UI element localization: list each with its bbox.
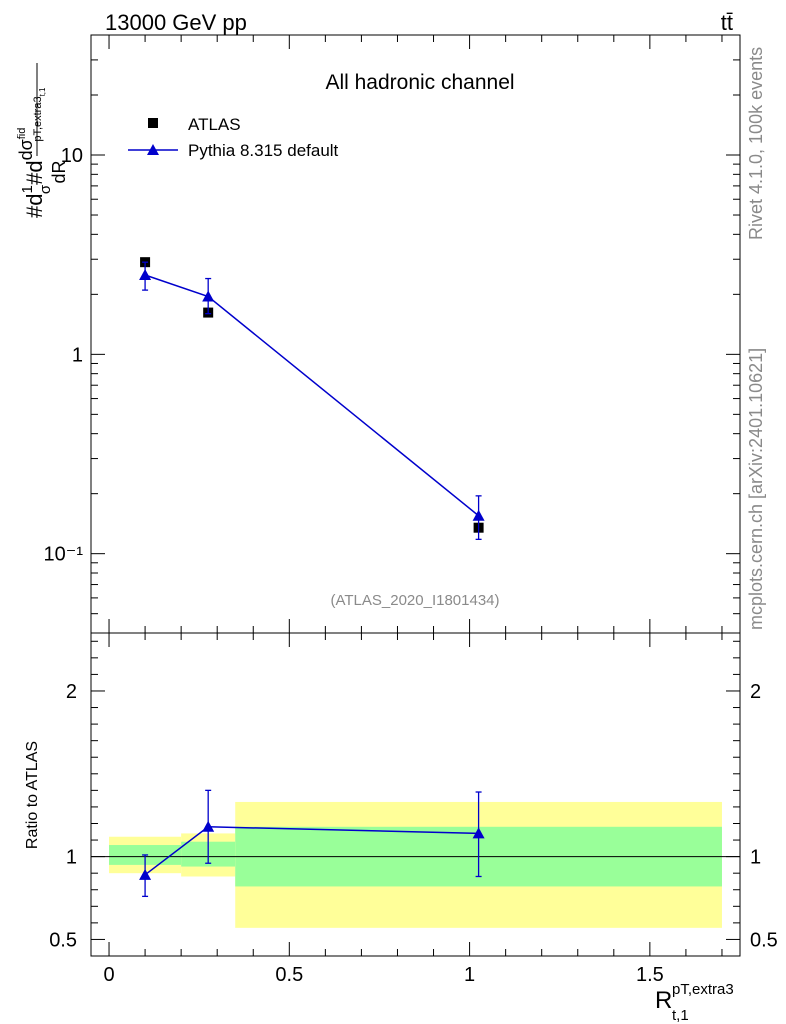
main-y-tick-label: 1 <box>72 344 83 366</box>
ratio-y-tick-label-right: 1 <box>750 847 761 869</box>
x-axis-label: R pT,extra3 t,1 <box>655 981 734 1024</box>
rivet-label: Rivet 4.1.0, 100k events <box>746 47 766 240</box>
legend-atlas-marker <box>148 118 158 128</box>
x-label-sub: t,1 <box>672 1007 689 1024</box>
ratio-y-axis-label: Ratio to ATLAS <box>24 741 41 849</box>
ratio-panel: 0 0.5 1 1.5 0.5 0.5 1 1 2 2 Ratio to ATLAS R pT,… <box>24 632 778 1024</box>
ratio-y-tick-label-left: 2 <box>66 681 77 703</box>
ratio-y-ticks: 0.5 0.5 1 1 2 2 <box>49 640 778 951</box>
legend-pythia-marker <box>147 144 159 155</box>
ylabel-part-sigma: σ <box>37 184 54 194</box>
ratio-bands <box>109 801 722 928</box>
ylabel-part-one: 1 <box>19 185 36 193</box>
x-label-r: R <box>655 987 672 1014</box>
main-panel: 10⁻¹ 1 10 All hadronic channel (ATLAS_2020… <box>16 34 741 634</box>
chart-title: All hadronic channel <box>325 71 514 94</box>
ylabel-part-a: #d <box>22 194 47 218</box>
ratio-data-point <box>139 868 152 880</box>
legend-atlas-label: ATLAS <box>188 115 241 134</box>
ylabel-part-dr: dR <box>49 161 69 184</box>
ratio-y-tick-label-right: 2 <box>750 681 761 703</box>
ratio-y-tick-label-left: 0.5 <box>49 929 77 951</box>
process-label: tt̄ <box>721 10 733 35</box>
main-y-tick-label: 10 <box>61 145 83 167</box>
ratio-x-ticks: 0 0.5 1 1.5 <box>103 633 723 986</box>
ratio-frame <box>90 632 741 957</box>
main-series-group <box>139 257 485 540</box>
ratio-x-tick-label: 0 <box>103 964 114 986</box>
energy-label: 13000 GeV pp <box>105 10 247 35</box>
ylabel-part-dsigma: dσ <box>16 139 36 160</box>
ylabel-part-sub: pT,extra3 <box>32 96 44 141</box>
ratio-data-point <box>472 827 485 839</box>
analysis-label: (ATLAS_2020_I1801434) <box>330 592 499 609</box>
ylabel-part-fid: fid <box>16 128 28 140</box>
ratio-y-tick-label-left: 1 <box>66 847 77 869</box>
ylabel-part-t1: t,1 <box>38 87 47 96</box>
pythia-data-point <box>202 290 215 302</box>
legend: ATLAS Pythia 8.315 default <box>128 115 339 160</box>
main-y-axis-label-text: #d1σ#ddσfid pT,extra3t,1dR <box>16 87 69 218</box>
main-y-axis-label: #d1σ#ddσfid pT,extra3t,1dR <box>16 63 69 218</box>
main-x-ticks <box>108 35 723 633</box>
ratio-y-tick-label-right: 0.5 <box>750 929 778 951</box>
pythia-data-point <box>472 509 485 521</box>
ratio-x-tick-label: 0.5 <box>275 964 303 986</box>
x-label-sup: pT,extra3 <box>672 981 734 998</box>
ratio-x-tick-label: 1 <box>464 964 475 986</box>
main-y-ticks: 10⁻¹ 1 10 <box>44 34 740 634</box>
main-y-tick-label: 10⁻¹ <box>44 544 84 566</box>
ylabel-part-b: #d <box>22 160 47 184</box>
pythia-line <box>144 274 480 517</box>
ratio-series-group <box>139 789 485 898</box>
pythia-data-point <box>139 269 152 281</box>
ratio-x-tick-label: 1.5 <box>636 964 664 986</box>
mcplots-label: mcplots.cern.ch [arXiv:2401.10621] <box>746 348 766 630</box>
ratio-data-point <box>202 820 215 832</box>
legend-pythia-label: Pythia 8.315 default <box>188 141 339 160</box>
